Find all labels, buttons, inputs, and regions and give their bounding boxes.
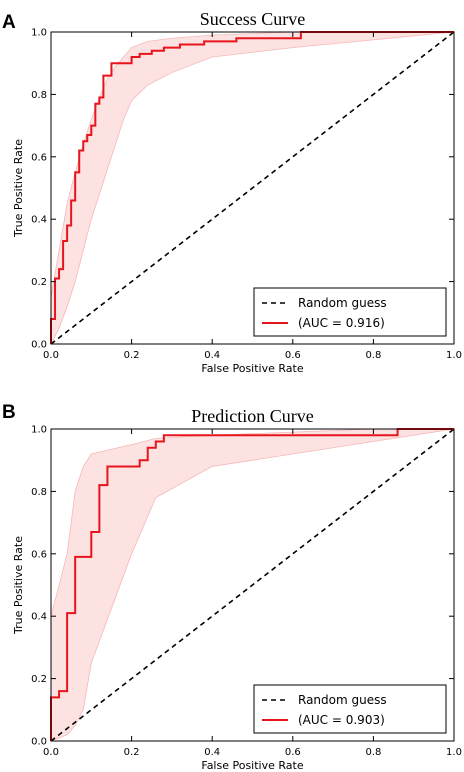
legend: Random guess (AUC = 0.916) [253,287,447,337]
plot-frame [50,31,455,345]
legend-label-random: Random guess [298,296,387,310]
y-axis-label: True Positive Rate [12,139,25,238]
y-tick-label: 1.0 [31,425,47,436]
x-tick-label: 0.0 [43,747,59,758]
y-tick-label: 1.0 [31,28,47,39]
x-tick-label: 0.0 [43,350,59,361]
x-tick-label: 0.8 [365,747,381,758]
legend-label-roc: (AUC = 0.916) [298,316,385,330]
x-tick-label: 1.0 [446,747,462,758]
roc-curve [50,31,454,344]
y-tick-label: 0.8 [31,487,47,498]
y-tick-label: 0.4 [31,612,47,623]
chart-title: Success Curve [200,9,305,29]
x-axis-label: False Positive Rate [201,362,303,375]
confidence-band [50,428,455,742]
y-axis-label: True Positive Rate [12,536,25,635]
legend-box [253,287,447,337]
y-tick-label: 0.4 [31,215,47,226]
x-tick-label: 0.6 [285,350,301,361]
x-tick-label: 1.0 [446,350,462,361]
x-tick-label: 0.4 [204,350,220,361]
legend-label-roc: (AUC = 0.903) [298,713,385,727]
legend-label-random: Random guess [298,693,387,707]
x-tick-label: 0.4 [204,747,220,758]
panel-label-b: B [2,402,16,423]
x-tick-label: 0.6 [285,747,301,758]
y-tick-label: 0.0 [31,737,47,748]
legend: Random guess (AUC = 0.903) [253,684,447,734]
legend-box [253,684,447,734]
random-guess-line [50,31,455,345]
chart-title: Prediction Curve [191,406,313,426]
roc-curve [50,428,454,741]
y-tick-label: 0.6 [31,152,47,163]
y-tick-label: 0.0 [31,340,47,351]
y-tick-label: 0.2 [31,277,47,288]
chart-panel-b: 0.0 0.2 0.4 0.6 0.8 1.0 0.0 0.2 0.4 0.6 0.8 1.0 Pred… [12,406,462,772]
y-tick-label: 0.8 [31,90,47,101]
panel-label-a: A [2,12,16,33]
chart-panel-a: 0.0 0.2 0.4 0.6 0.8 1.0 0.0 0.2 0.4 0.6 0.8 1.0 Succ… [12,9,462,375]
random-guess-line [50,428,455,742]
y-tick-label: 0.6 [31,549,47,560]
y-tick-label: 0.2 [31,674,47,685]
x-tick-label: 0.8 [365,350,381,361]
x-tick-label: 0.2 [124,747,140,758]
x-tick-label: 0.2 [124,350,140,361]
plot-frame [50,428,455,742]
x-axis-label: False Positive Rate [201,759,303,772]
confidence-band [50,31,455,345]
